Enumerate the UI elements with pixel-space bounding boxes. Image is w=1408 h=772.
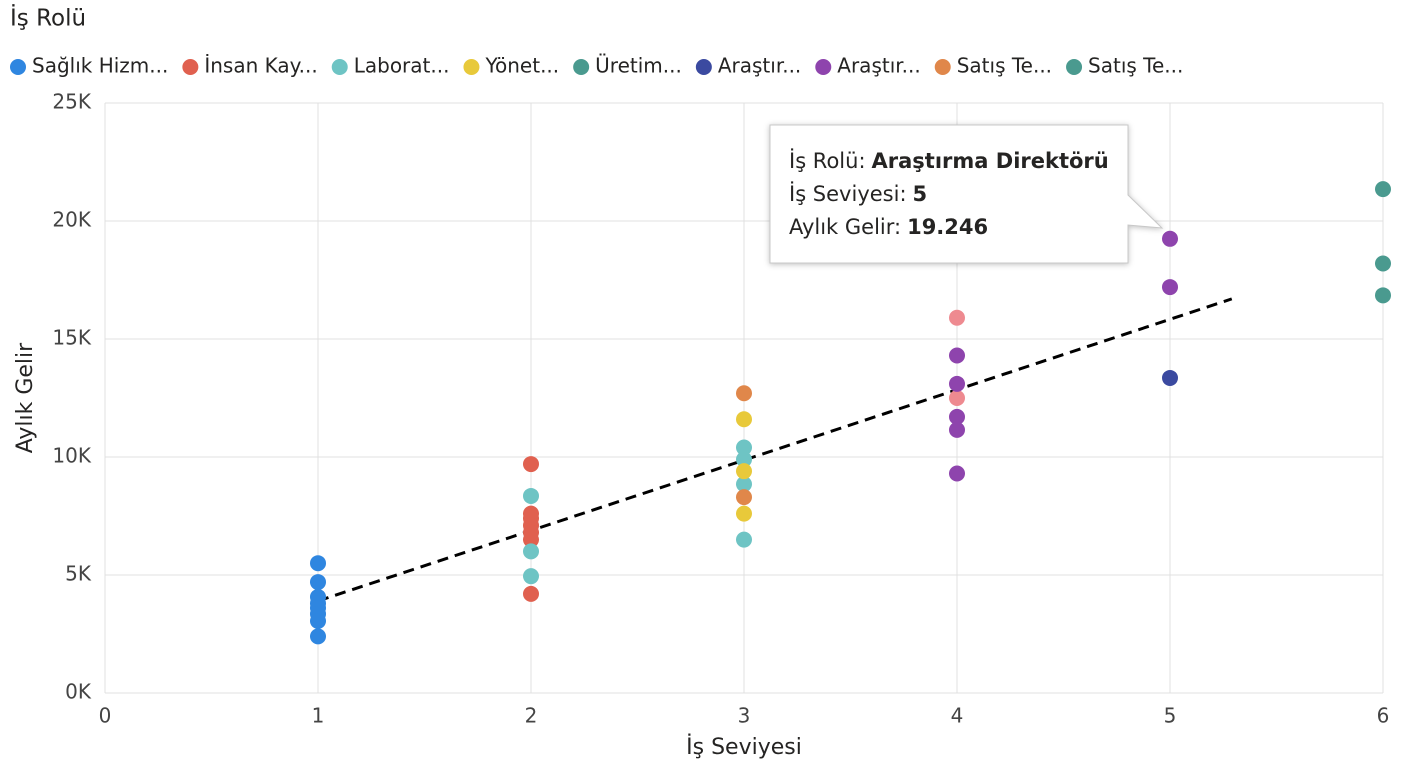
- y-tick-label: 0K: [65, 680, 92, 704]
- data-point[interactable]: [736, 489, 752, 506]
- tooltip-label: İş Seviyesi:: [789, 181, 907, 206]
- y-axis-title: Aylık Gelir: [13, 342, 38, 453]
- data-point[interactable]: [310, 574, 326, 591]
- x-tick-label: 6: [1377, 704, 1390, 728]
- y-tick-label: 15K: [52, 326, 91, 350]
- legend-title: İş Rolü: [10, 4, 86, 32]
- data-point[interactable]: [949, 375, 965, 392]
- data-point[interactable]: [1162, 369, 1178, 386]
- data-point[interactable]: [736, 531, 752, 548]
- legend-item[interactable]: Satış Te...: [934, 54, 1052, 78]
- x-tick-label: 0: [99, 704, 112, 728]
- legend-item[interactable]: Laborat...: [331, 54, 450, 78]
- legend-item[interactable]: Üretim...: [573, 54, 682, 78]
- data-point[interactable]: [310, 628, 326, 645]
- legend-label: Araştır...: [718, 54, 801, 78]
- legend-swatch: [10, 59, 26, 75]
- legend-swatch: [331, 59, 348, 75]
- data-point[interactable]: [949, 465, 965, 482]
- legend-label: Satış Te...: [957, 54, 1052, 78]
- legend-item[interactable]: Satış Te...: [1066, 54, 1183, 78]
- data-point[interactable]: [949, 390, 965, 406]
- data-point[interactable]: [736, 476, 752, 493]
- y-tick-label: 5K: [65, 562, 92, 586]
- data-point[interactable]: [523, 543, 539, 560]
- y-tick-label: 10K: [52, 444, 91, 468]
- legend-item[interactable]: İnsan Kay...: [182, 54, 318, 78]
- tooltip-value: Araştırma Direktörü: [872, 149, 1109, 173]
- x-tick-label: 2: [525, 704, 538, 728]
- data-point[interactable]: [736, 451, 752, 468]
- x-tick-label: 3: [738, 704, 751, 728]
- data-point[interactable]: [736, 439, 752, 456]
- data-point[interactable]: [736, 411, 752, 428]
- x-tick-label: 5: [1164, 704, 1177, 728]
- data-point[interactable]: [1162, 279, 1178, 296]
- legend-label: Yönet...: [484, 54, 559, 78]
- x-tick-label: 4: [951, 704, 964, 728]
- legend-item[interactable]: Yönet...: [463, 54, 559, 78]
- tooltip-value: 5: [913, 182, 928, 206]
- legend-item[interactable]: Araştır...: [695, 54, 801, 78]
- data-point[interactable]: [523, 487, 539, 504]
- data-point[interactable]: [949, 347, 965, 364]
- legend-swatch: [463, 59, 480, 75]
- tooltip-label: Aylık Gelir:: [789, 215, 901, 239]
- legend-label: İnsan Kay...: [204, 54, 317, 78]
- legend-swatch: [182, 59, 199, 75]
- data-point[interactable]: [1375, 255, 1391, 272]
- data-point[interactable]: [1375, 287, 1391, 304]
- legend-item[interactable]: Sağlık Hizm...: [10, 54, 168, 78]
- data-point[interactable]: [523, 456, 539, 473]
- legend-swatch: [573, 59, 590, 75]
- legend-swatch: [934, 59, 951, 75]
- data-point[interactable]: [736, 463, 752, 480]
- legend-swatch: [695, 59, 712, 75]
- tooltip-label: İş Rolü:: [789, 148, 866, 173]
- legend-label: Laborat...: [354, 54, 450, 78]
- legend-label: Araştır...: [837, 54, 920, 78]
- data-point[interactable]: [310, 555, 326, 572]
- legend-swatch: [815, 59, 832, 75]
- data-point[interactable]: [1162, 230, 1178, 247]
- tooltip-box: [769, 124, 1164, 264]
- legend-swatch: [1066, 59, 1083, 75]
- legend-item[interactable]: Araştır...: [815, 54, 921, 78]
- data-point[interactable]: [310, 613, 326, 630]
- y-tick-label: 25K: [52, 90, 91, 114]
- data-point[interactable]: [949, 408, 965, 425]
- data-point[interactable]: [949, 309, 965, 326]
- data-point[interactable]: [1375, 181, 1391, 198]
- trendline: [317, 297, 1233, 603]
- x-tick-label: 1: [312, 704, 325, 728]
- data-point[interactable]: [523, 585, 539, 602]
- tooltip-value: 19.246: [907, 215, 988, 239]
- legend-label: Satış Te...: [1088, 54, 1183, 78]
- legend-label: Sağlık Hizm...: [32, 54, 168, 78]
- data-point[interactable]: [523, 531, 539, 548]
- data-point[interactable]: [523, 568, 539, 585]
- data-point[interactable]: [949, 421, 965, 438]
- legend-label: Üretim...: [595, 54, 682, 78]
- data-point[interactable]: [736, 385, 752, 402]
- y-tick-label: 20K: [52, 208, 91, 232]
- data-point[interactable]: [736, 505, 752, 522]
- x-axis-title: İş Seviyesi: [686, 734, 802, 760]
